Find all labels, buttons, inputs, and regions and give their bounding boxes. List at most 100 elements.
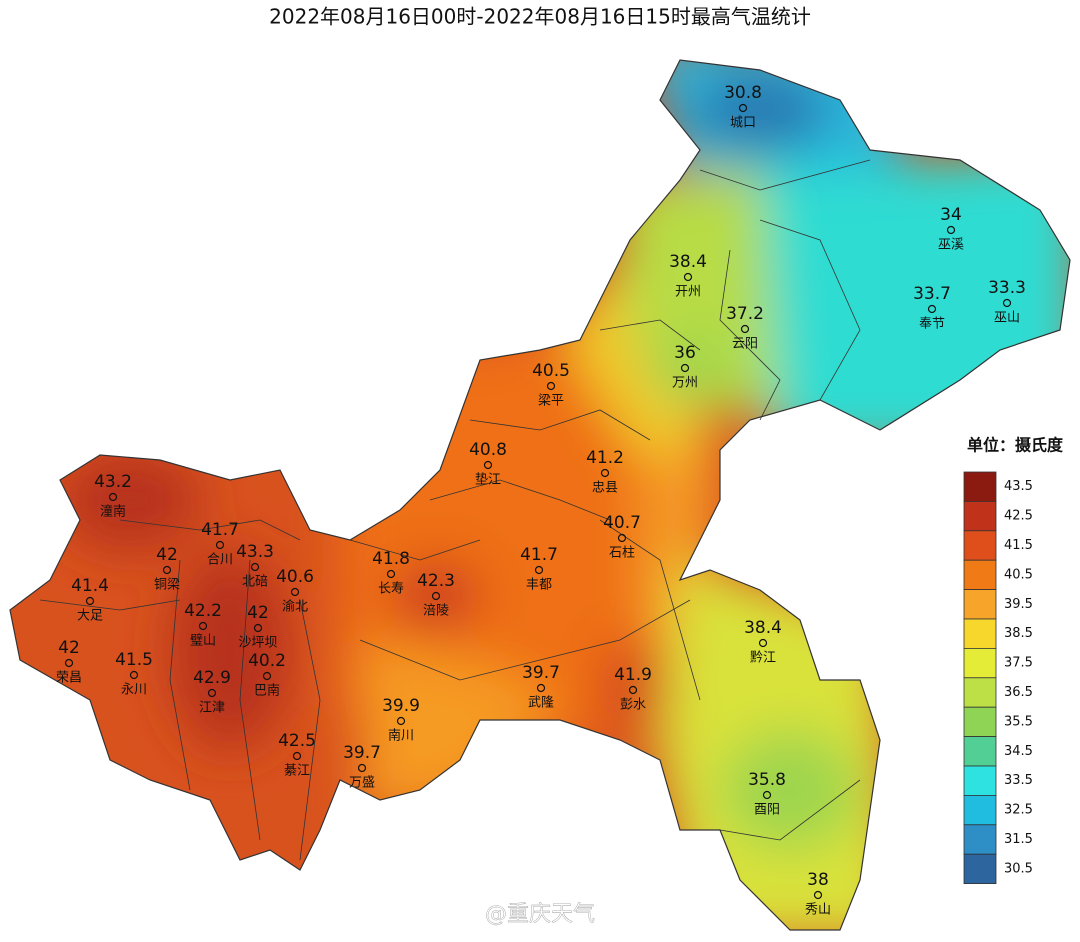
legend-swatch: [963, 618, 997, 649]
station-name: 大足: [77, 609, 103, 624]
station-name: 荣昌: [56, 671, 82, 686]
station-name: 开州: [675, 285, 701, 300]
map-title: 2022年08月16日00时-2022年08月16日15时最高气温统计: [269, 5, 811, 29]
station-dot: [198, 621, 208, 631]
stations: 30.8 城口 34 巫溪 33.3 巫山 33.7 奉节 38.4 开州 37.2 云阳 36 万州 40…: [56, 83, 1026, 918]
legend-label: 37.5: [1004, 656, 1033, 671]
station-value: 41.9: [614, 665, 652, 685]
station-name: 秀山: [805, 903, 831, 918]
station-name: 彭水: [620, 698, 646, 713]
station-value: 42.2: [184, 601, 222, 621]
legend-swatch: [963, 471, 997, 502]
legend-swatch: [963, 589, 997, 620]
legend-label: 38.5: [1004, 626, 1033, 641]
station-dot: [64, 658, 74, 668]
station-name: 奉节: [919, 317, 945, 332]
station-value: 41.8: [372, 549, 410, 569]
station-value: 40.5: [532, 361, 570, 381]
station-name: 万州: [672, 376, 698, 391]
station-value: 38: [807, 870, 829, 890]
station-name: 云阳: [732, 337, 758, 352]
station-name: 石柱: [609, 546, 635, 561]
station-dot: [250, 562, 260, 572]
station-dot: [546, 381, 556, 391]
legend-swatch: [963, 559, 997, 591]
watermark: @重庆天气: [485, 902, 595, 927]
station-name: 巫溪: [938, 238, 964, 253]
station-dot: [762, 790, 772, 800]
station-dot: [431, 591, 441, 601]
station-dot: [813, 890, 823, 900]
station-name: 南川: [388, 728, 414, 744]
station-dot: [628, 685, 638, 695]
station-value: 40.7: [603, 513, 641, 533]
station-dot: [396, 716, 406, 726]
station-dot: [946, 225, 956, 235]
station-name: 璧山: [190, 633, 216, 649]
station-name: 巴南: [254, 683, 280, 699]
legend-label: 43.5: [1004, 479, 1033, 494]
region-outline: [9, 59, 1071, 931]
station-value: 39.7: [522, 663, 560, 683]
station-dot: [680, 363, 690, 373]
station-dot: [207, 688, 217, 698]
station-value: 41.4: [71, 576, 109, 596]
legend-label: 41.5: [1004, 538, 1033, 553]
station-value: 42.9: [193, 668, 231, 688]
station-value: 39.7: [343, 743, 381, 763]
station-dot: [927, 304, 937, 314]
station-name: 巫山: [994, 311, 1020, 326]
legend-swatch: [963, 824, 997, 855]
station-value: 42: [58, 638, 80, 658]
station-name: 丰都: [526, 578, 552, 593]
legend-swatch: [963, 648, 997, 679]
station-value: 38.4: [669, 252, 707, 272]
station-value: 43.2: [94, 472, 132, 492]
station-dot: [617, 533, 627, 543]
legend-swatch: [963, 677, 997, 708]
district-borders: [39, 159, 871, 861]
station-value: 43.3: [236, 542, 274, 562]
legend-label: 42.5: [1004, 509, 1033, 524]
station-name: 万盛: [349, 776, 375, 791]
station-value: 36: [674, 343, 696, 363]
legend-label: 32.5: [1004, 803, 1033, 818]
station-value: 42.5: [278, 731, 316, 751]
station-name: 潼南: [100, 504, 126, 520]
legend-label: 35.5: [1004, 714, 1033, 729]
station-value: 41.7: [201, 520, 239, 540]
station-dot: [483, 460, 493, 470]
legend-label: 40.5: [1004, 567, 1033, 582]
station-dot: [108, 492, 118, 502]
station-name: 梁平: [538, 394, 564, 409]
legend-swatch: [963, 706, 997, 738]
station-dot: [534, 565, 544, 575]
legend-label: 36.5: [1004, 685, 1033, 700]
station-value: 33.3: [988, 278, 1026, 298]
station-value: 42: [156, 545, 178, 565]
station-value: 41.5: [115, 650, 153, 670]
station-name: 酉阳: [754, 803, 780, 818]
legend: 单位：摄氏度 43.5 42.5 41.5 40.5 39.5 38.5 37.5 36.5 3…: [963, 436, 1064, 885]
station-value: 42: [247, 603, 269, 623]
station-name: 忠县: [592, 481, 618, 496]
station-dot: [262, 671, 272, 681]
station-dot: [1002, 298, 1012, 308]
legend-label: 33.5: [1004, 773, 1033, 788]
station-dot: [253, 623, 263, 633]
legend-swatch: [963, 795, 997, 826]
station-value: 38.4: [744, 618, 782, 638]
station-name: 黔江: [750, 651, 776, 666]
station-name: 铜梁: [154, 578, 180, 593]
station-dot: [758, 638, 768, 648]
legend-label: 34.5: [1004, 744, 1033, 759]
station-dot: [162, 565, 172, 575]
legend-swatch: [963, 530, 997, 561]
station-name: 永川: [121, 683, 147, 698]
station-dot: [85, 596, 95, 606]
station-name: 合川: [207, 553, 233, 568]
station-name: 江津: [199, 701, 225, 716]
station-value: 40.6: [276, 567, 314, 587]
